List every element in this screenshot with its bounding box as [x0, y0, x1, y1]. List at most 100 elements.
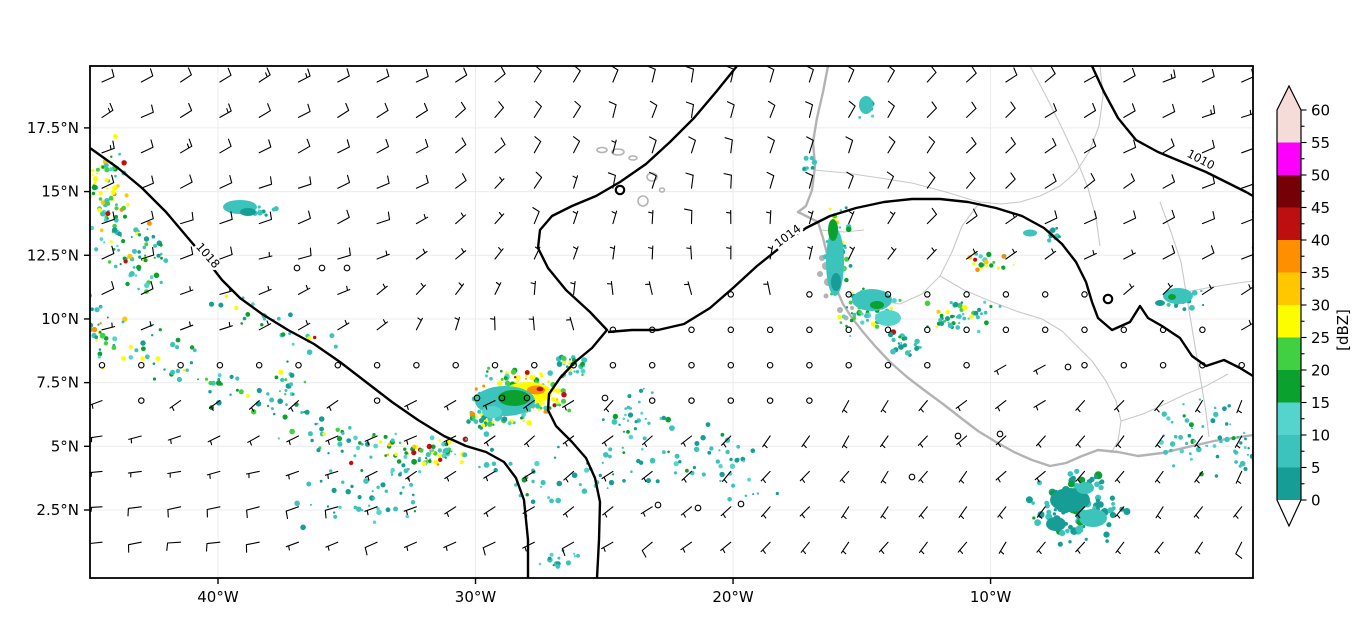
colorbar-over-arrow: [1277, 86, 1301, 110]
reflectivity-blob: [1079, 509, 1107, 527]
reflectivity-blob: [1155, 300, 1165, 306]
calm-circle: [614, 184, 626, 196]
reflectivity-blob: [1168, 294, 1176, 300]
colorbar-band: [1277, 305, 1301, 338]
country-border: [813, 169, 981, 203]
calm-circle: [654, 501, 662, 509]
colorbar-title: [dBZ]: [1334, 309, 1352, 351]
reflectivity-blob: [1050, 488, 1090, 512]
colorbar-tick-label: 15: [1311, 394, 1330, 412]
colorbar-band: [1277, 272, 1301, 305]
y-axis-tick-label: 10°N: [41, 310, 79, 328]
island: [837, 307, 843, 313]
colorbar-band: [1277, 240, 1301, 273]
colorbar-band: [1277, 175, 1301, 208]
island-outline: [596, 146, 608, 154]
isobar-1014: [607, 197, 1253, 378]
reflectivity-shading: [90, 96, 1253, 569]
reflectivity-blob: [859, 96, 873, 114]
wind-barbs: [90, 66, 1253, 559]
colorbar-tick-label: 40: [1311, 232, 1330, 250]
colorbar-band: [1277, 435, 1301, 468]
colorbar-tick-label: 50: [1311, 167, 1330, 185]
isobar-unlabeled: [536, 66, 738, 578]
calm-circle: [523, 394, 531, 402]
isobar-1010: [1090, 66, 1253, 198]
calm-wind-circles: [293, 184, 1114, 512]
x-axis-tick-label: 20°W: [712, 588, 754, 606]
colorbar-tick-label: 35: [1311, 264, 1330, 282]
colorbar: 0 5 10 15 20 25 30 35 40 45 50 55 60 [dBZ]: [1276, 84, 1352, 528]
colorbar-band: [1277, 402, 1301, 435]
colorbar-band: [1277, 110, 1301, 143]
reflectivity-blob: [536, 386, 544, 392]
colorbar-tick-label: 10: [1311, 427, 1330, 445]
colorbar-tick-label: 30: [1311, 297, 1330, 315]
calm-circle: [908, 473, 916, 481]
island: [850, 306, 854, 310]
colorbar-tick-label: 60: [1311, 102, 1330, 120]
colorbar-band: [1277, 337, 1301, 370]
island: [823, 293, 829, 299]
calm-circle: [1064, 363, 1072, 371]
island: [817, 271, 823, 277]
colorbar-band: [1277, 467, 1301, 500]
x-axis-tick-label: 30°W: [455, 588, 497, 606]
colorbar-band: [1277, 370, 1301, 403]
calm-circle: [954, 432, 962, 440]
calm-circle: [293, 264, 301, 272]
colorbar-tick-label: 25: [1311, 329, 1330, 347]
island-outline: [628, 155, 638, 161]
isobar-1018: [90, 147, 530, 578]
island-outline: [658, 187, 666, 193]
y-axis-tick-label: 12.5°N: [27, 246, 79, 264]
calm-circle: [694, 504, 702, 512]
axes: 40°W 30°W 20°W 10°W 17.5°N 15°N 12.5°N 10°N 7.5°…: [27, 65, 1254, 606]
calm-circle: [318, 264, 326, 272]
reflectivity-blob: [831, 273, 841, 291]
calm-circle: [343, 264, 351, 272]
y-axis-tick-label: 7.5°N: [36, 374, 79, 392]
country-border: [1185, 280, 1253, 293]
reflectivity-blob: [482, 406, 502, 418]
y-axis-tick-label: 2.5°N: [36, 501, 79, 519]
island-outline: [637, 195, 649, 207]
reflectivity-blob: [875, 310, 901, 326]
reflectivity-blob: [1076, 482, 1094, 494]
country-border: [819, 229, 865, 233]
reflectivity-blob: [1046, 517, 1066, 531]
y-axis-tick-label: 17.5°N: [27, 119, 79, 137]
x-axis-tick-label: 40°W: [197, 588, 239, 606]
colorbar-tick-label: 0: [1311, 492, 1321, 510]
colorbar-tick-label: 20: [1311, 362, 1330, 380]
reflectivity-blob: [870, 301, 884, 309]
reflectivity-blob: [1163, 288, 1193, 304]
reflectivity-blob: [828, 219, 838, 241]
coastline: [796, 66, 1253, 468]
calm-circle: [473, 394, 481, 402]
colorbar-tick-label: 55: [1311, 134, 1330, 152]
calm-circle: [601, 394, 609, 402]
calm-circle: [737, 500, 745, 508]
country-border: [1120, 373, 1229, 422]
x-axis-tick-label: 10°W: [970, 588, 1012, 606]
colorbar-under-arrow: [1277, 500, 1301, 526]
reflectivity-blob: [498, 390, 530, 406]
country-border: [1159, 201, 1210, 438]
country-border: [979, 66, 1104, 205]
calm-circle: [996, 430, 1004, 438]
colorbar-band: [1277, 207, 1301, 240]
calm-circle: [1102, 293, 1114, 305]
reflectivity-blob: [1023, 229, 1037, 237]
calm-circle: [498, 394, 506, 402]
colorbar-tick-label: 5: [1311, 459, 1321, 477]
reflectivity-blob: [240, 208, 256, 216]
island-outline: [611, 148, 625, 156]
y-axis-tick-label: 15°N: [41, 183, 79, 201]
colorbar-tick-label: 45: [1311, 199, 1330, 217]
colorbar-band: [1277, 142, 1301, 175]
y-axis-tick-label: 5°N: [51, 437, 79, 455]
